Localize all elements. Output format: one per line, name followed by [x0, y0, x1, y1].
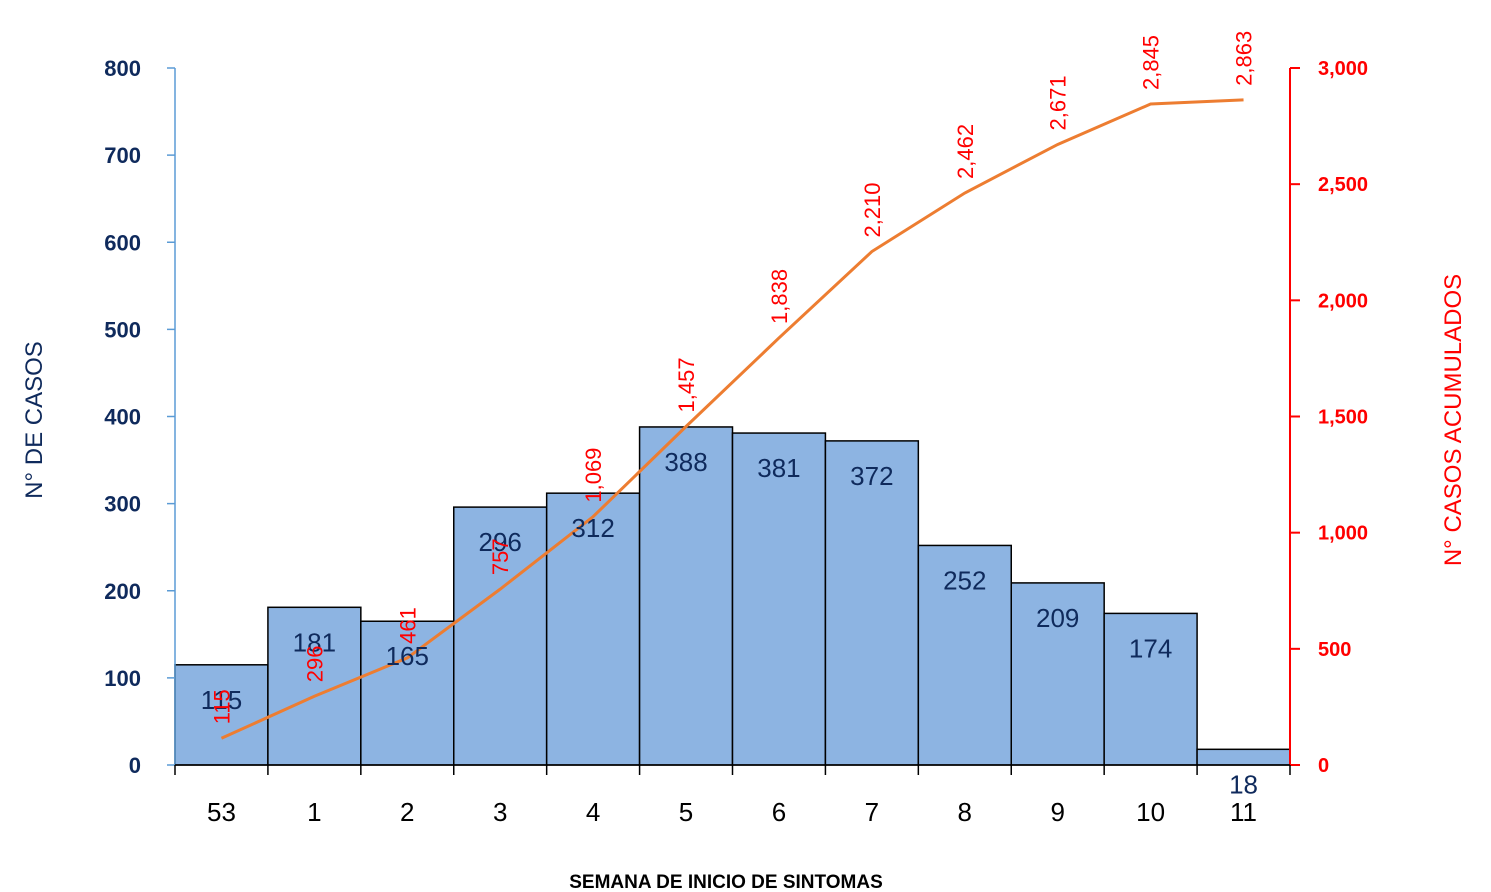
bar-value-label: 252	[943, 565, 986, 595]
y-tick-label: 200	[104, 579, 141, 604]
cumulative-value-label: 757	[488, 538, 513, 575]
cumulative-line	[220, 98, 1244, 740]
cumulative-value-label: 2,845	[1139, 35, 1164, 90]
bar-value-label: 296	[479, 527, 522, 557]
y-axis-title: N° DE CASOS	[21, 341, 48, 499]
x-tick-label: 3	[493, 797, 507, 827]
bar-value-label: 312	[571, 513, 614, 543]
cumulative-value-label: 2,210	[860, 182, 885, 237]
y2-tick-label: 3,000	[1318, 58, 1368, 80]
x-tick-label: 10	[1136, 797, 1165, 827]
bar-2	[360, 620, 455, 766]
bar-1	[267, 606, 362, 766]
x-tick-label: 6	[772, 797, 786, 827]
x-tick-label: 8	[958, 797, 972, 827]
bar-value-label: 381	[757, 453, 800, 483]
bar-10	[1103, 612, 1198, 766]
cumulative-line-series	[220, 98, 1244, 740]
bar-4	[545, 492, 641, 766]
bar-value-label: 388	[664, 447, 707, 477]
x-tick-label: 53	[207, 797, 236, 827]
bar-value-label: 181	[293, 627, 336, 657]
cumulative-data-labels: 115 296 461 757 1,069 1,457 1,838 2,210 2,462 2,6…	[209, 31, 1256, 725]
axes: 0 100 200 300 400 500 600 700 800 0 500 1,000 1,500 2…	[104, 56, 1368, 827]
x-tick-label: 9	[1050, 797, 1064, 827]
x-tick-label: 11	[1230, 797, 1257, 827]
bar-11	[1196, 748, 1291, 766]
y-tick-label: 500	[104, 317, 141, 342]
bar-value-label: 165	[386, 641, 429, 671]
cumulative-value-label: 1,838	[767, 269, 792, 324]
y2-tick-label: 1,500	[1318, 407, 1368, 429]
x-tick-label: 4	[586, 797, 600, 827]
x-tick-label: 7	[865, 797, 879, 827]
x-tick-label: 1	[307, 797, 321, 827]
y-tick-label: 400	[104, 405, 141, 430]
y2-axis-title: N° CASOS ACUMULADOS	[1440, 274, 1467, 566]
cumulative-value-label: 461	[395, 607, 420, 644]
bar-3	[453, 506, 548, 766]
bar-8	[917, 544, 1012, 766]
y2-tick-label: 0	[1318, 755, 1329, 777]
cumulative-value-label: 2,863	[1232, 31, 1257, 86]
y2-tick-label: 2,000	[1318, 290, 1368, 312]
bar-53	[174, 664, 269, 766]
bar-value-label: 174	[1129, 633, 1172, 663]
y-tick-label: 600	[104, 230, 141, 255]
x-tick-label: 2	[400, 797, 414, 827]
cumulative-value-label: 115	[209, 689, 234, 724]
bar-series	[174, 426, 1291, 766]
y-tick-label: 800	[104, 56, 141, 81]
y2-tick-label: 2,500	[1318, 174, 1368, 196]
bar-data-labels: 115 181 165 296 312 388 381 372 252 209 174 18	[201, 447, 1258, 799]
y-tick-label: 100	[104, 666, 141, 691]
cumulative-value-label: 1,069	[581, 448, 606, 503]
bar-value-label: 372	[850, 461, 893, 491]
y2-tick-label: 1,000	[1318, 523, 1368, 545]
bar-value-label: 18	[1229, 769, 1258, 799]
cumulative-value-label: 2,671	[1046, 75, 1071, 130]
x-tick-label: 5	[679, 797, 693, 827]
bar-5	[638, 426, 734, 766]
y-tick-label: 0	[129, 753, 141, 778]
bar-value-label: 209	[1036, 603, 1079, 633]
y-tick-label: 300	[104, 492, 141, 517]
cumulative-value-label: 2,462	[953, 124, 978, 179]
cumulative-value-label: 296	[302, 646, 327, 683]
cumulative-value-label: 1,457	[674, 357, 699, 412]
y-tick-label: 700	[104, 143, 141, 168]
y2-tick-label: 500	[1318, 639, 1351, 661]
x-axis-title: SEMANA DE INICIO DE SINTOMAS	[569, 872, 883, 892]
bar-6	[731, 432, 827, 766]
bar-value-label: 115	[201, 685, 242, 715]
